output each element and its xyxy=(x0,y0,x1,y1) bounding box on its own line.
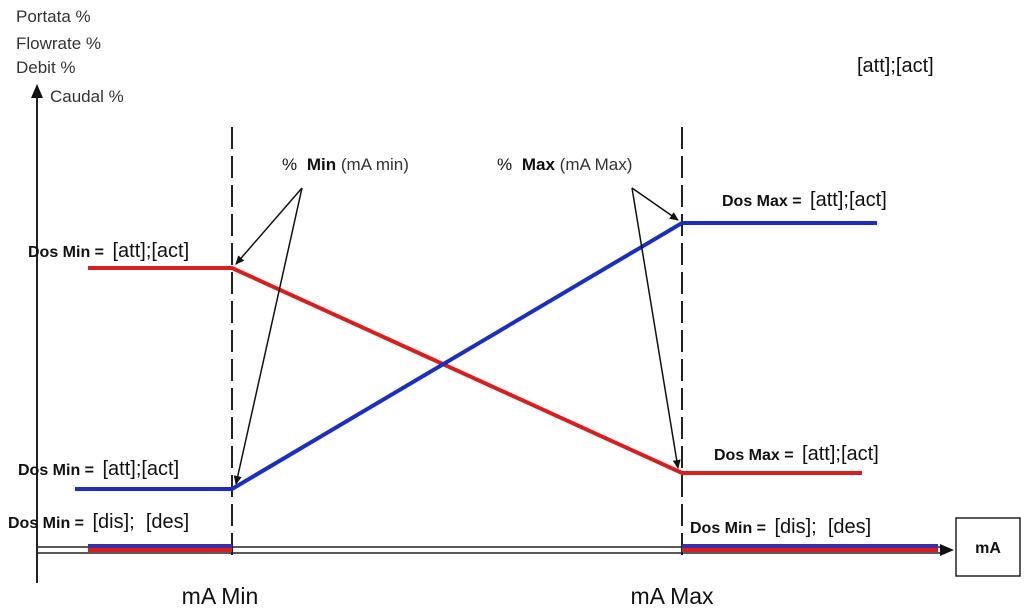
label-dos-min-dis-right: Dos Min = [dis]; [des] xyxy=(690,516,871,538)
min-arrow-to-blue xyxy=(233,187,303,485)
min-arrow-to-red xyxy=(235,187,303,265)
max-arrow-to-blue xyxy=(631,187,679,221)
y-label-caudal: Caudal % xyxy=(50,87,124,106)
blue-series-line xyxy=(75,221,877,491)
x-label-ma-min: mA Min xyxy=(182,583,259,609)
max-annotation-symbol: % xyxy=(497,155,512,174)
label-dos-min-dis-left: Dos Min = [dis]; [des] xyxy=(8,511,189,533)
label-dos-min-low-value: [att];[act] xyxy=(102,458,179,480)
x-label-ma-max: mA Max xyxy=(630,583,714,609)
label-dos-max-low-value: [att];[act] xyxy=(802,443,879,465)
x-axis-arrow-icon xyxy=(940,544,954,556)
y-label-flowrate: Flowrate % xyxy=(16,34,101,53)
label-dos-max-high-value: [att];[act] xyxy=(810,189,887,211)
min-annotation-symbol: % xyxy=(282,155,297,174)
y-label-portata: Portata % xyxy=(16,7,91,26)
label-dos-min-dis-right-bold: Dos Min = xyxy=(690,520,766,537)
label-dos-max-low: Dos Max = [att];[act] xyxy=(714,443,879,465)
label-dos-min-dis-left-bold: Dos Min = xyxy=(8,515,84,532)
y-label-debit: Debit % xyxy=(16,58,76,77)
ma-unit-box xyxy=(955,517,1021,577)
label-dos-min-high-value: [att];[act] xyxy=(112,240,189,262)
min-annotation-bold: Min xyxy=(307,155,336,174)
label-dos-min-high: Dos Min = [att];[act] xyxy=(28,240,189,262)
max-annotation: % Max (mA Max) xyxy=(497,155,632,174)
label-dos-min-high-bold: Dos Min = xyxy=(28,244,104,261)
corner-label: [att];[act] xyxy=(857,55,934,77)
label-dos-max-high-bold: Dos Max = xyxy=(722,193,802,210)
y-axis-arrow-icon xyxy=(31,84,43,98)
label-dos-max-low-bold: Dos Max = xyxy=(714,447,794,464)
label-dos-min-dis-left-value: [dis]; [des] xyxy=(92,511,189,533)
max-annotation-normal: (mA Max) xyxy=(560,155,633,174)
max-annotation-bold: Max xyxy=(522,155,556,174)
red-series-line xyxy=(88,266,862,475)
ma-unit-label: mA xyxy=(975,540,1001,557)
label-dos-min-low-bold: Dos Min = xyxy=(18,462,94,479)
label-dos-min-low: Dos Min = [att];[act] xyxy=(18,458,179,480)
max-arrow-to-red xyxy=(631,187,681,469)
min-annotation: % Min (mA min) xyxy=(282,155,409,174)
label-dos-max-high: Dos Max = [att];[act] xyxy=(722,189,887,211)
min-annotation-normal: (mA min) xyxy=(341,155,409,174)
label-dos-min-dis-right-value: [dis]; [des] xyxy=(774,516,871,538)
